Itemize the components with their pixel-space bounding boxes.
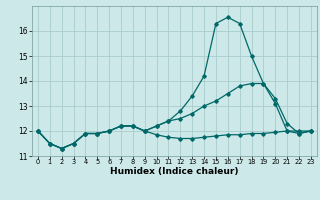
X-axis label: Humidex (Indice chaleur): Humidex (Indice chaleur)	[110, 167, 239, 176]
